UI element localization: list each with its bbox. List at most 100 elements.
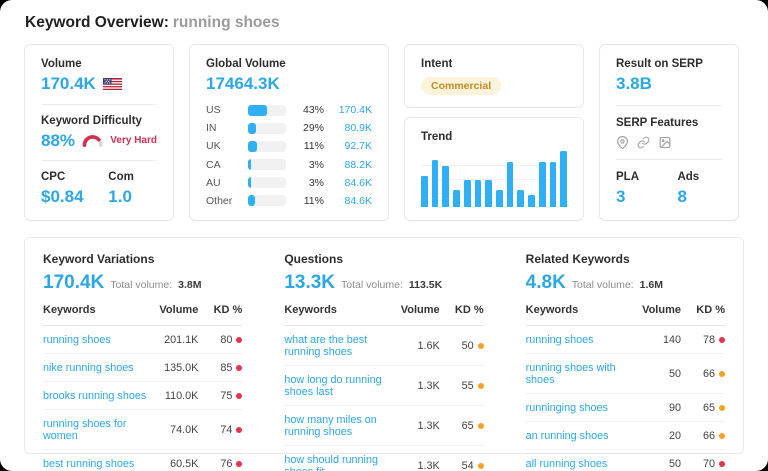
volume-bar-track bbox=[248, 140, 286, 152]
kd-dot bbox=[477, 382, 484, 389]
divider bbox=[616, 159, 722, 161]
ads-label: Ads bbox=[677, 171, 700, 183]
keyword-link[interactable]: running shoes bbox=[525, 333, 594, 346]
volume-cell: 50 bbox=[668, 367, 681, 380]
country-label: CA bbox=[206, 158, 221, 171]
keyword-link[interactable]: how should running shoes fit bbox=[284, 453, 378, 471]
volume-value: 170.4K bbox=[41, 74, 96, 93]
keyword-link[interactable]: best running shoes bbox=[43, 457, 135, 470]
kd-cell: 50 bbox=[440, 340, 484, 352]
kd-dot bbox=[718, 336, 725, 343]
global-volume-row: US 43% 170.4K bbox=[206, 104, 372, 116]
volume-difficulty-card: Volume 170.4K Keyword Difficulty 88% bbox=[24, 44, 174, 221]
volume-bar-fill bbox=[248, 177, 252, 189]
us-flag-icon bbox=[102, 77, 122, 91]
cpc-com-section: CPC $0.84 Com 1.0 bbox=[41, 171, 157, 207]
keyword-tables-card: Keyword Variations 170.4K Total volume: … bbox=[24, 237, 744, 471]
global-volume-row: AU 3% 84.6K bbox=[206, 177, 372, 189]
volume-bar-track bbox=[248, 122, 286, 134]
keyword-link[interactable]: running shoes for women bbox=[43, 417, 127, 442]
table-header: Keywords Volume KD % bbox=[284, 304, 484, 326]
trend-bar bbox=[474, 180, 482, 207]
keyword-link[interactable]: what are the best running shoes bbox=[284, 333, 368, 358]
share-percent: 11% bbox=[303, 140, 324, 153]
pla-value: 3 bbox=[616, 187, 626, 206]
volume-bar-fill bbox=[248, 140, 257, 152]
trend-bar bbox=[549, 161, 557, 207]
country-volume: 84.6K bbox=[344, 194, 372, 207]
keyword-link[interactable]: running shoes with shoes bbox=[525, 361, 616, 386]
page-header: Keyword Overview: running shoes bbox=[0, 0, 768, 44]
share-percent: 3% bbox=[308, 176, 324, 189]
divider bbox=[41, 160, 157, 162]
country-volume: 92.7K bbox=[344, 140, 372, 153]
trend-bar bbox=[560, 151, 568, 207]
trend-bar bbox=[485, 180, 493, 207]
kd-cell: 54 bbox=[440, 460, 484, 471]
table-header: Keywords Volume KD % bbox=[525, 304, 725, 326]
kd-cell: 78 bbox=[681, 334, 725, 346]
kd-cell: 65 bbox=[440, 420, 484, 432]
trend-bar bbox=[463, 180, 471, 207]
keyword-link[interactable]: brooks running shoes bbox=[43, 389, 147, 402]
volume-bar-fill bbox=[248, 159, 252, 171]
total-volume-label: Total volume: bbox=[571, 279, 634, 291]
trend-bar bbox=[421, 176, 428, 207]
keyword-link[interactable]: how many miles on running shoes bbox=[284, 413, 377, 438]
global-volume-card: Global Volume 17464.3K US 43% 170.4K IN 29% 8… bbox=[189, 44, 389, 221]
kd-dot bbox=[236, 460, 243, 467]
serp-features-label: SERP Features bbox=[616, 116, 699, 129]
table-row: running shoes 201.1K 80 bbox=[43, 326, 243, 354]
col-keywords: Keywords bbox=[525, 304, 579, 316]
keyword-link[interactable]: runninging shoes bbox=[525, 401, 608, 414]
col-volume: Volume bbox=[159, 304, 199, 316]
table-header: Keywords Volume KD % bbox=[43, 304, 243, 326]
trend-bar bbox=[538, 161, 546, 207]
country-label: IN bbox=[206, 122, 217, 135]
keyword-link[interactable]: how long do running shoes last bbox=[284, 373, 382, 398]
ads-value: 8 bbox=[677, 187, 687, 206]
cpc-label: CPC bbox=[41, 171, 66, 183]
keyword-link[interactable]: running shoes bbox=[43, 333, 111, 346]
volume-cell: 90 bbox=[668, 401, 681, 414]
gridline bbox=[421, 193, 567, 194]
keyword-link[interactable]: all running shoes bbox=[525, 457, 608, 470]
country-label: AU bbox=[206, 176, 221, 189]
keyword-link[interactable]: an running shoes bbox=[525, 429, 609, 442]
volume-bar-track bbox=[248, 177, 286, 189]
related-keywords-section: Related Keywords 4.8K Total volume: 1.6M… bbox=[525, 252, 725, 471]
col-keywords: Keywords bbox=[43, 304, 96, 316]
volume-cell: 135.0K bbox=[164, 361, 199, 374]
volume-cell: 1.3K bbox=[417, 459, 440, 471]
trend-bar bbox=[453, 189, 460, 207]
table-row: running shoes for women 74.0K 74 bbox=[43, 410, 243, 450]
kd-dot bbox=[477, 342, 484, 349]
global-volume-row: UK 11% 92.7K bbox=[206, 140, 372, 152]
volume-bar-track bbox=[248, 159, 286, 171]
global-volume-rows: US 43% 170.4K IN 29% 80.9K UK 11% 92.7K CA 3% 88.2K… bbox=[206, 104, 372, 207]
table-row: best running shoes 60.5K 76 bbox=[43, 450, 243, 471]
trend-card: Trend bbox=[404, 117, 584, 221]
trend-bar bbox=[528, 195, 535, 207]
country-volume: 88.2K bbox=[344, 158, 372, 171]
table-row: how long do running shoes last 1.3K 55 bbox=[284, 366, 484, 406]
kd-dot bbox=[236, 364, 243, 371]
keyword-link[interactable]: nike running shoes bbox=[43, 361, 134, 374]
country-volume: 80.9K bbox=[344, 122, 372, 135]
questions-section: Questions 13.3K Total volume: 113.5K Key… bbox=[284, 252, 484, 471]
table-row: all running shoes 50 70 bbox=[526, 450, 725, 471]
volume-bar-fill bbox=[248, 104, 267, 116]
keyword-difficulty-label: Keyword Difficulty bbox=[41, 114, 142, 127]
table-row: nike running shoes 135.0K 85 bbox=[43, 354, 243, 382]
kd-cell: 74 bbox=[198, 424, 243, 436]
total-volume-value: 3.8M bbox=[178, 279, 202, 291]
col-volume: Volume bbox=[400, 304, 440, 316]
kd-cell: 66 bbox=[681, 368, 725, 380]
difficulty-rating: Very Hard bbox=[110, 135, 157, 146]
kd-dot bbox=[236, 336, 243, 343]
volume-bar-fill bbox=[248, 122, 256, 134]
total-volume-label: Total volume: bbox=[110, 279, 173, 291]
volume-cell: 1.6K bbox=[417, 339, 440, 352]
section-count: 170.4K bbox=[43, 272, 105, 293]
